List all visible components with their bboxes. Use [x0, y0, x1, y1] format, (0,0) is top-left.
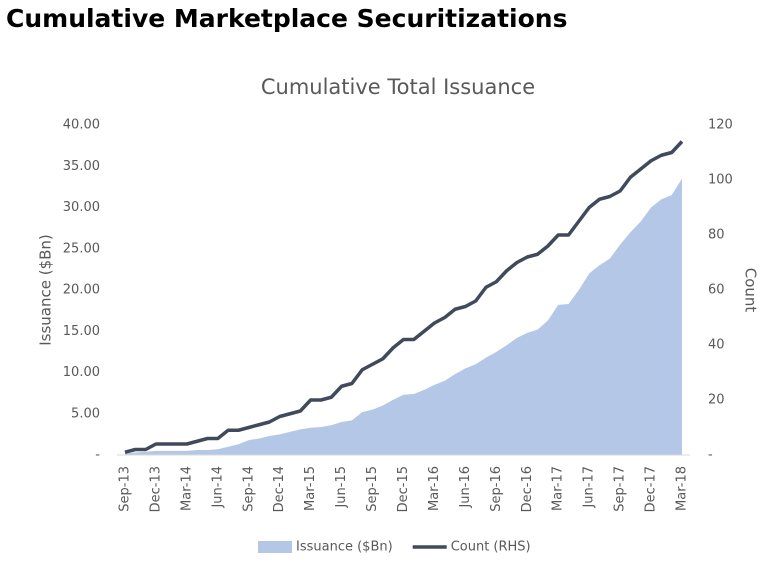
y-tick-label: 15.00 [63, 324, 100, 339]
x-tick-label: Sep-15 [365, 466, 380, 512]
x-tick-label: Jun-14 [210, 466, 225, 509]
y2-tick-label: 20 [708, 393, 725, 408]
x-tick-label: Jun-15 [334, 466, 349, 509]
x-tick-label: Mar-17 [551, 466, 566, 511]
y2-tick-label: 100 [708, 173, 733, 188]
y-axis-title: Issuance ($Bn) [37, 234, 55, 346]
y-tick-label: 10.00 [63, 365, 100, 380]
y2-tick-label: - [708, 448, 713, 463]
y-tick-label: 20.00 [63, 283, 100, 298]
x-tick-label: Jun-17 [582, 466, 597, 509]
x-tick-label: Mar-16 [427, 466, 442, 511]
y2-tick-label: 120 [708, 118, 733, 133]
y2-tick-label: 60 [708, 283, 725, 298]
x-tick-label: Dec-15 [396, 466, 411, 512]
x-tick-label: Mar-18 [675, 466, 690, 511]
y-tick-label: 25.00 [63, 241, 100, 256]
y-tick-label: - [95, 448, 100, 463]
x-tick-label: Mar-15 [303, 466, 318, 511]
x-tick-label: Mar-14 [179, 466, 194, 511]
x-tick-label: Dec-14 [272, 466, 287, 512]
y2-tick-label: 40 [708, 338, 725, 353]
y-tick-label: 30.00 [63, 200, 100, 215]
x-tick-label: Dec-17 [644, 466, 659, 512]
x-tick-label: Sep-14 [241, 466, 256, 512]
x-tick-label: Jun-16 [458, 466, 473, 509]
legend-label: Count (RHS) [451, 540, 531, 555]
line [124, 140, 684, 454]
page-title: Cumulative Marketplace Securitizations [6, 4, 567, 33]
y-tick-label: 40.00 [63, 118, 100, 133]
y2-tick-label: 80 [708, 228, 725, 243]
x-tick-label: Dec-13 [148, 466, 163, 512]
x-tick-label: Sep-17 [613, 466, 628, 512]
x-tick-label: Sep-16 [489, 466, 504, 512]
chart-title: Cumulative Total Issuance [261, 75, 535, 99]
y-tick-label: 35.00 [63, 159, 100, 174]
x-tick-label: Sep-13 [118, 466, 133, 512]
x-tick-label: Dec-16 [520, 466, 535, 512]
y-tick-label: 5.00 [71, 406, 100, 421]
area [125, 178, 682, 455]
legend-swatch [258, 541, 292, 553]
y2-axis-title: Count [742, 268, 760, 313]
legend-label: Issuance ($Bn) [296, 540, 393, 555]
